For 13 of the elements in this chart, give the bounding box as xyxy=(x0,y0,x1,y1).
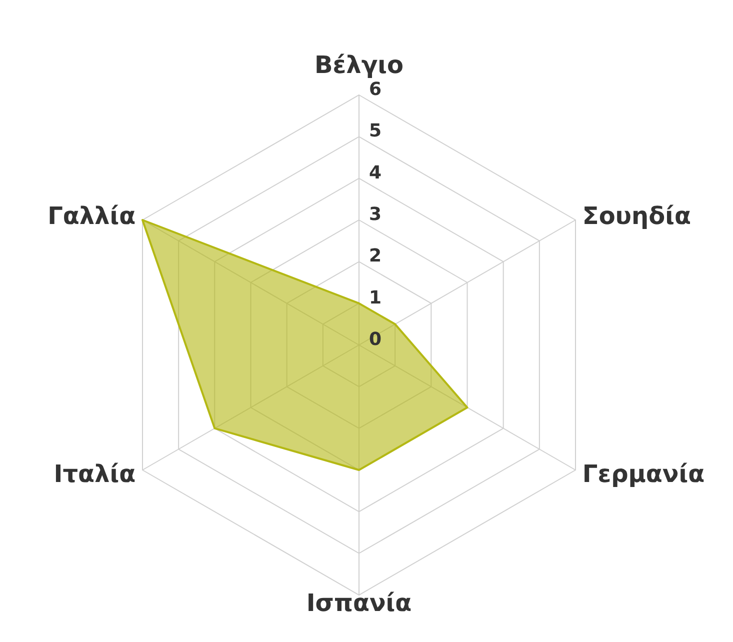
spoke-label: Γαλλία xyxy=(48,202,136,230)
y-tick-label: 6 xyxy=(369,79,382,100)
y-tick-label: 3 xyxy=(369,204,382,225)
y-tick-label: 2 xyxy=(369,246,382,267)
y-tick-label: 1 xyxy=(369,287,382,308)
y-tick-label: 5 xyxy=(369,120,382,142)
spoke-label: Γερμανία xyxy=(582,460,705,488)
spoke-label: Ιταλία xyxy=(54,460,136,488)
y-tick-label: 0 xyxy=(369,329,382,350)
spoke-label: Βέλγιο xyxy=(314,51,404,79)
spoke-label: Σουηδία xyxy=(582,202,691,230)
spoke-label: Ισπανία xyxy=(306,589,412,617)
y-tick-label: 4 xyxy=(369,162,382,184)
